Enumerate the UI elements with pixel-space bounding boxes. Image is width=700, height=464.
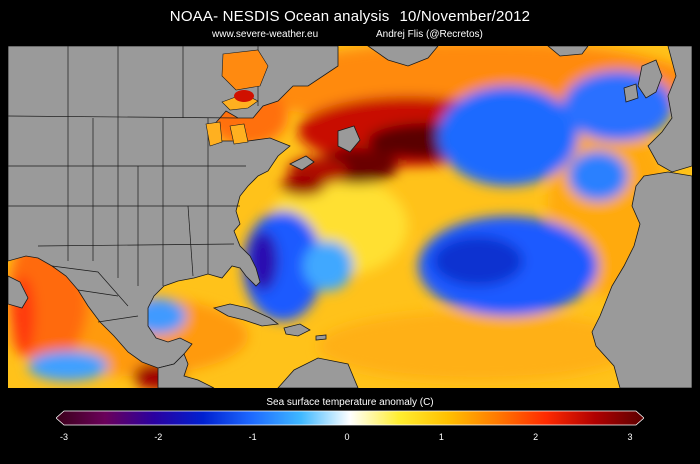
colorbar-tick-label: 3 (627, 432, 633, 442)
land-masses (8, 46, 692, 388)
colorbar-tick-label: -3 (59, 432, 68, 442)
colorbar-tick-label: 1 (438, 432, 444, 442)
sst-anomaly-map (8, 46, 692, 388)
hudson-bay (221, 49, 269, 102)
colorbar (56, 410, 644, 426)
map-title: NOAA- NESDIS Ocean analysis 10/November/2… (0, 8, 700, 25)
ocean-anomaly-field (8, 46, 692, 388)
author-credit: Andrej Flis (@Recretos) (376, 29, 483, 40)
colorbar-tick-label: -1 (248, 432, 257, 442)
title-text: NOAA- NESDIS Ocean analysis (169, 8, 390, 25)
map-svg (8, 46, 692, 388)
colorbar-tick-label: -2 (154, 432, 163, 442)
website-credit: www.severe-weather.eu (212, 29, 319, 40)
colorbar-tick-label: 2 (533, 432, 539, 442)
colorbar-bar (56, 410, 644, 426)
colorbar-label: Sea surface temperature anomaly (C) (266, 397, 434, 408)
colorbar-tick-label: 0 (344, 432, 350, 442)
political-borders (8, 46, 259, 323)
title-date: 10/November/2012 (399, 8, 531, 25)
